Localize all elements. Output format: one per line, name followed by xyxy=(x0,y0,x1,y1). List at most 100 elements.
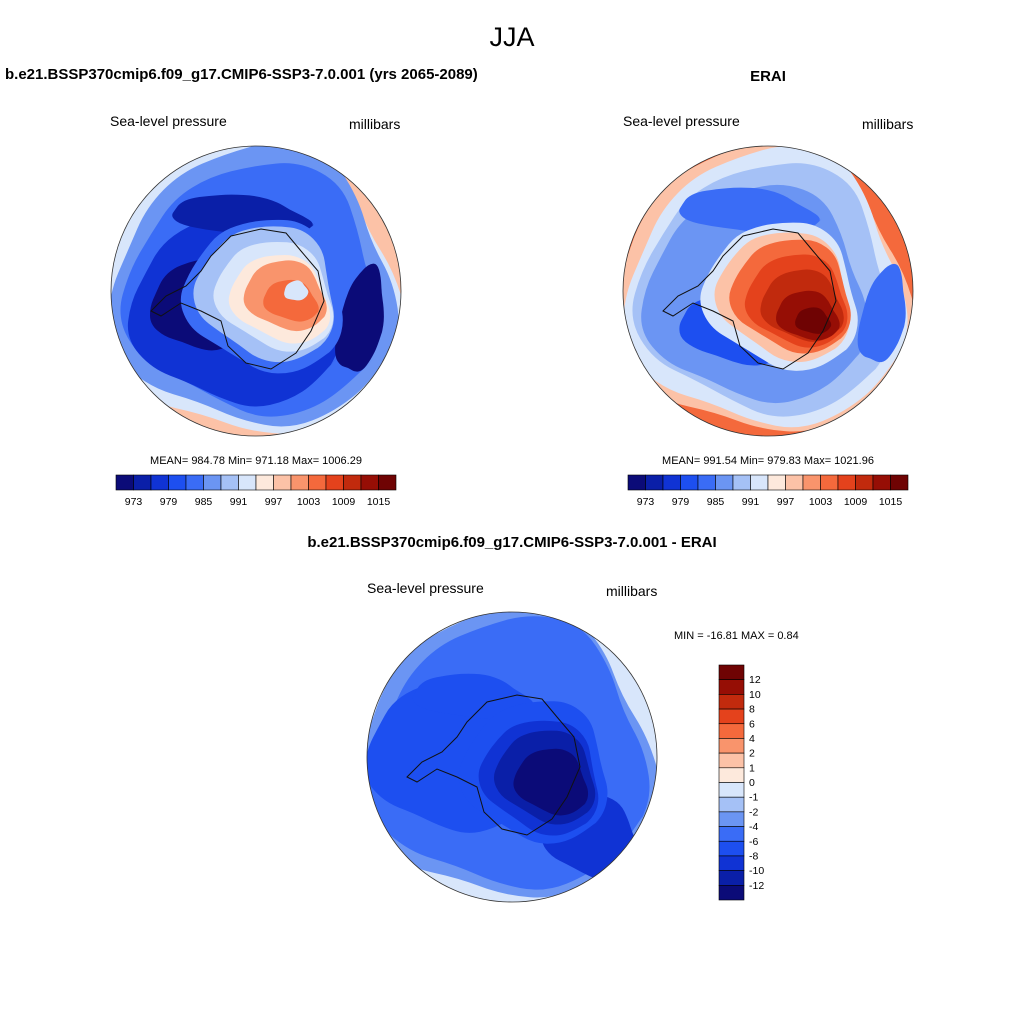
panel-1-colorbar-box-14 xyxy=(360,474,379,491)
panel-3-colorbar-tick-label: -6 xyxy=(749,836,758,848)
panel-2-colorbar-box-10 xyxy=(802,474,821,491)
panel-3-colorbar-box-6 xyxy=(718,752,745,769)
panel-2-contour-14 xyxy=(795,307,832,334)
panel-2-field xyxy=(623,146,913,436)
panel-2-colorbar-tick-label: 997 xyxy=(777,496,795,508)
panel-1-colorbar-box-7 xyxy=(238,474,257,491)
panel-3-colorbar-tick-label: 12 xyxy=(749,674,761,686)
panel-2-colorbar-box-15 xyxy=(890,474,909,491)
panel-2-colorbar-box-5 xyxy=(715,474,734,491)
panel-3-colorbar-tick-label: 6 xyxy=(749,718,755,730)
panel-2-colorbar-tick-label: 1015 xyxy=(879,496,903,508)
panel-2-colorbar-tick-label: 991 xyxy=(742,496,760,508)
panel-1-title: b.e21.BSSP370cmip6.f09_g17.CMIP6-SSP3-7.… xyxy=(5,66,478,83)
panel-3-colorbar-tick-label: 2 xyxy=(749,748,755,760)
panel-3-colorbar-box-8 xyxy=(718,782,745,798)
panel-3-colorbar-tick-label: -4 xyxy=(749,821,758,833)
panel-3-units-label: millibars xyxy=(606,583,658,599)
panel-1-colorbar-box-11 xyxy=(308,474,327,491)
panel-1-colorbar-box-6 xyxy=(220,474,239,491)
panel-1-colorbar-tick-label: 991 xyxy=(230,496,248,508)
panel-1-colorbar-box-12 xyxy=(325,474,344,491)
panel-3-colorbar-tick-label: 0 xyxy=(749,777,755,789)
panel-3-colorbar-tick-label: -12 xyxy=(749,880,764,892)
panel-3-colorbar-box-13 xyxy=(718,855,745,871)
figure-title: JJA xyxy=(489,22,535,52)
panel-1-colorbar-tick-label: 1003 xyxy=(297,496,321,508)
panel-2-colorbar-tick-label: 1003 xyxy=(809,496,833,508)
panel-2-title: ERAI xyxy=(750,68,786,85)
panel-3-colorbar-box-0 xyxy=(718,664,745,680)
panel-3-colorbar-tick-label: 8 xyxy=(749,704,755,716)
panel-1-colorbar-tick-label: 1009 xyxy=(332,496,356,508)
panel-3-map-border xyxy=(366,611,658,903)
panel-3-contour-5 xyxy=(412,673,536,720)
panel-1-colorbar-tick-label: 997 xyxy=(265,496,283,508)
panel-2-colorbar-tick-label: 979 xyxy=(672,496,690,508)
panel-1-colorbar-tick-label: 985 xyxy=(195,496,213,508)
panel-1-colorbar-box-3 xyxy=(168,474,187,491)
panel-3-colorbar-box-5 xyxy=(718,738,745,754)
panel-3-colorbar-box-10 xyxy=(718,811,745,827)
panel-3-colorbar-box-12 xyxy=(718,840,745,857)
panel-2-colorbar-box-9 xyxy=(785,474,804,491)
panel-3-contour-9 xyxy=(513,748,589,816)
panel-3-colorbar-tick-label: -8 xyxy=(749,850,758,862)
panel-3-colorbar-tick-label: -2 xyxy=(749,806,758,818)
panel-1-coastline xyxy=(150,228,325,370)
panel-3-colorbar-box-11 xyxy=(718,826,745,842)
panel-1-colorbar-box-13 xyxy=(343,474,362,491)
panel-3-colorbar-tick-label: -10 xyxy=(749,865,764,877)
panel-1-variable-label: Sea-level pressure xyxy=(110,113,227,129)
panel-3-colorbar-box-1 xyxy=(718,679,745,695)
panel-3-title: b.e21.BSSP370cmip6.f09_g17.CMIP6-SSP3-7.… xyxy=(307,534,717,551)
panel-3-colorbar-box-2 xyxy=(718,694,745,710)
panel-1-colorbar-box-8 xyxy=(255,474,274,491)
panel-3-stats: MIN = -16.81 MAX = 0.84 xyxy=(674,630,799,642)
panel-2-colorbar-box-4 xyxy=(697,474,716,491)
panel-2-contour-6 xyxy=(857,263,906,363)
panel-3-colorbar-box-15 xyxy=(718,885,745,901)
panel-3-colorbar-box-7 xyxy=(718,767,745,783)
panel-1-colorbar-box-1 xyxy=(133,474,152,491)
panel-2-variable-label: Sea-level pressure xyxy=(623,113,740,129)
panel-1-colorbar-box-10 xyxy=(290,474,309,491)
panel-2-contour-7 xyxy=(679,187,822,234)
panel-3-variable-label: Sea-level pressure xyxy=(367,580,484,596)
panel-3-colorbar-tick-label: -1 xyxy=(749,792,758,804)
panel-2-colorbar-box-13 xyxy=(855,474,874,491)
panel-3-colorbar-box-3 xyxy=(718,708,745,725)
panel-2-colorbar-box-12 xyxy=(837,474,856,491)
panel-1-colorbar-tick-label: 979 xyxy=(160,496,178,508)
panel-1-map-border xyxy=(110,145,402,437)
panel-2-colorbar-tick-label: 1009 xyxy=(844,496,868,508)
panel-3-coastline xyxy=(406,694,581,836)
panel-2-colorbar-box-3 xyxy=(680,474,699,491)
panel-1-colorbar-box-4 xyxy=(185,474,204,491)
panel-1-colorbar-box-0 xyxy=(115,474,134,491)
panel-2-map-border xyxy=(622,145,914,437)
panel-1-stats: MEAN= 984.78 Min= 971.18 Max= 1006.29 xyxy=(150,455,362,467)
panel-3-colorbar-tick-label: 1 xyxy=(749,762,755,774)
panel-2-colorbar-box-0 xyxy=(627,474,646,491)
panel-2-colorbar-box-14 xyxy=(872,474,891,491)
panel-3-colorbar-box-4 xyxy=(718,723,745,739)
panel-2-colorbar-box-11 xyxy=(820,474,839,491)
panel-1-colorbar-tick-label: 973 xyxy=(125,496,143,508)
panel-1-units-label: millibars xyxy=(349,116,401,132)
panel-2-colorbar-box-6 xyxy=(732,474,751,491)
panel-2-colorbar-tick-label: 985 xyxy=(707,496,725,508)
panel-3-colorbar-tick-label: 10 xyxy=(749,689,761,701)
panel-2-colorbar-box-1 xyxy=(645,474,664,491)
panel-2-units-label: millibars xyxy=(862,116,914,132)
panel-3-colorbar-box-9 xyxy=(718,796,745,813)
panel-2-colorbar-box-2 xyxy=(662,474,681,491)
panel-2-stats: MEAN= 991.54 Min= 979.83 Max= 1021.96 xyxy=(662,455,874,467)
panel-1-contour-6 xyxy=(335,263,384,372)
panel-2-colorbar-tick-label: 973 xyxy=(637,496,655,508)
panel-1-colorbar-box-2 xyxy=(150,474,169,491)
panel-1-colorbar-tick-label: 1015 xyxy=(367,496,391,508)
panel-1-field xyxy=(111,146,401,436)
panel-1-colorbar-box-15 xyxy=(378,474,397,491)
panel-1-contour-14 xyxy=(284,280,309,301)
